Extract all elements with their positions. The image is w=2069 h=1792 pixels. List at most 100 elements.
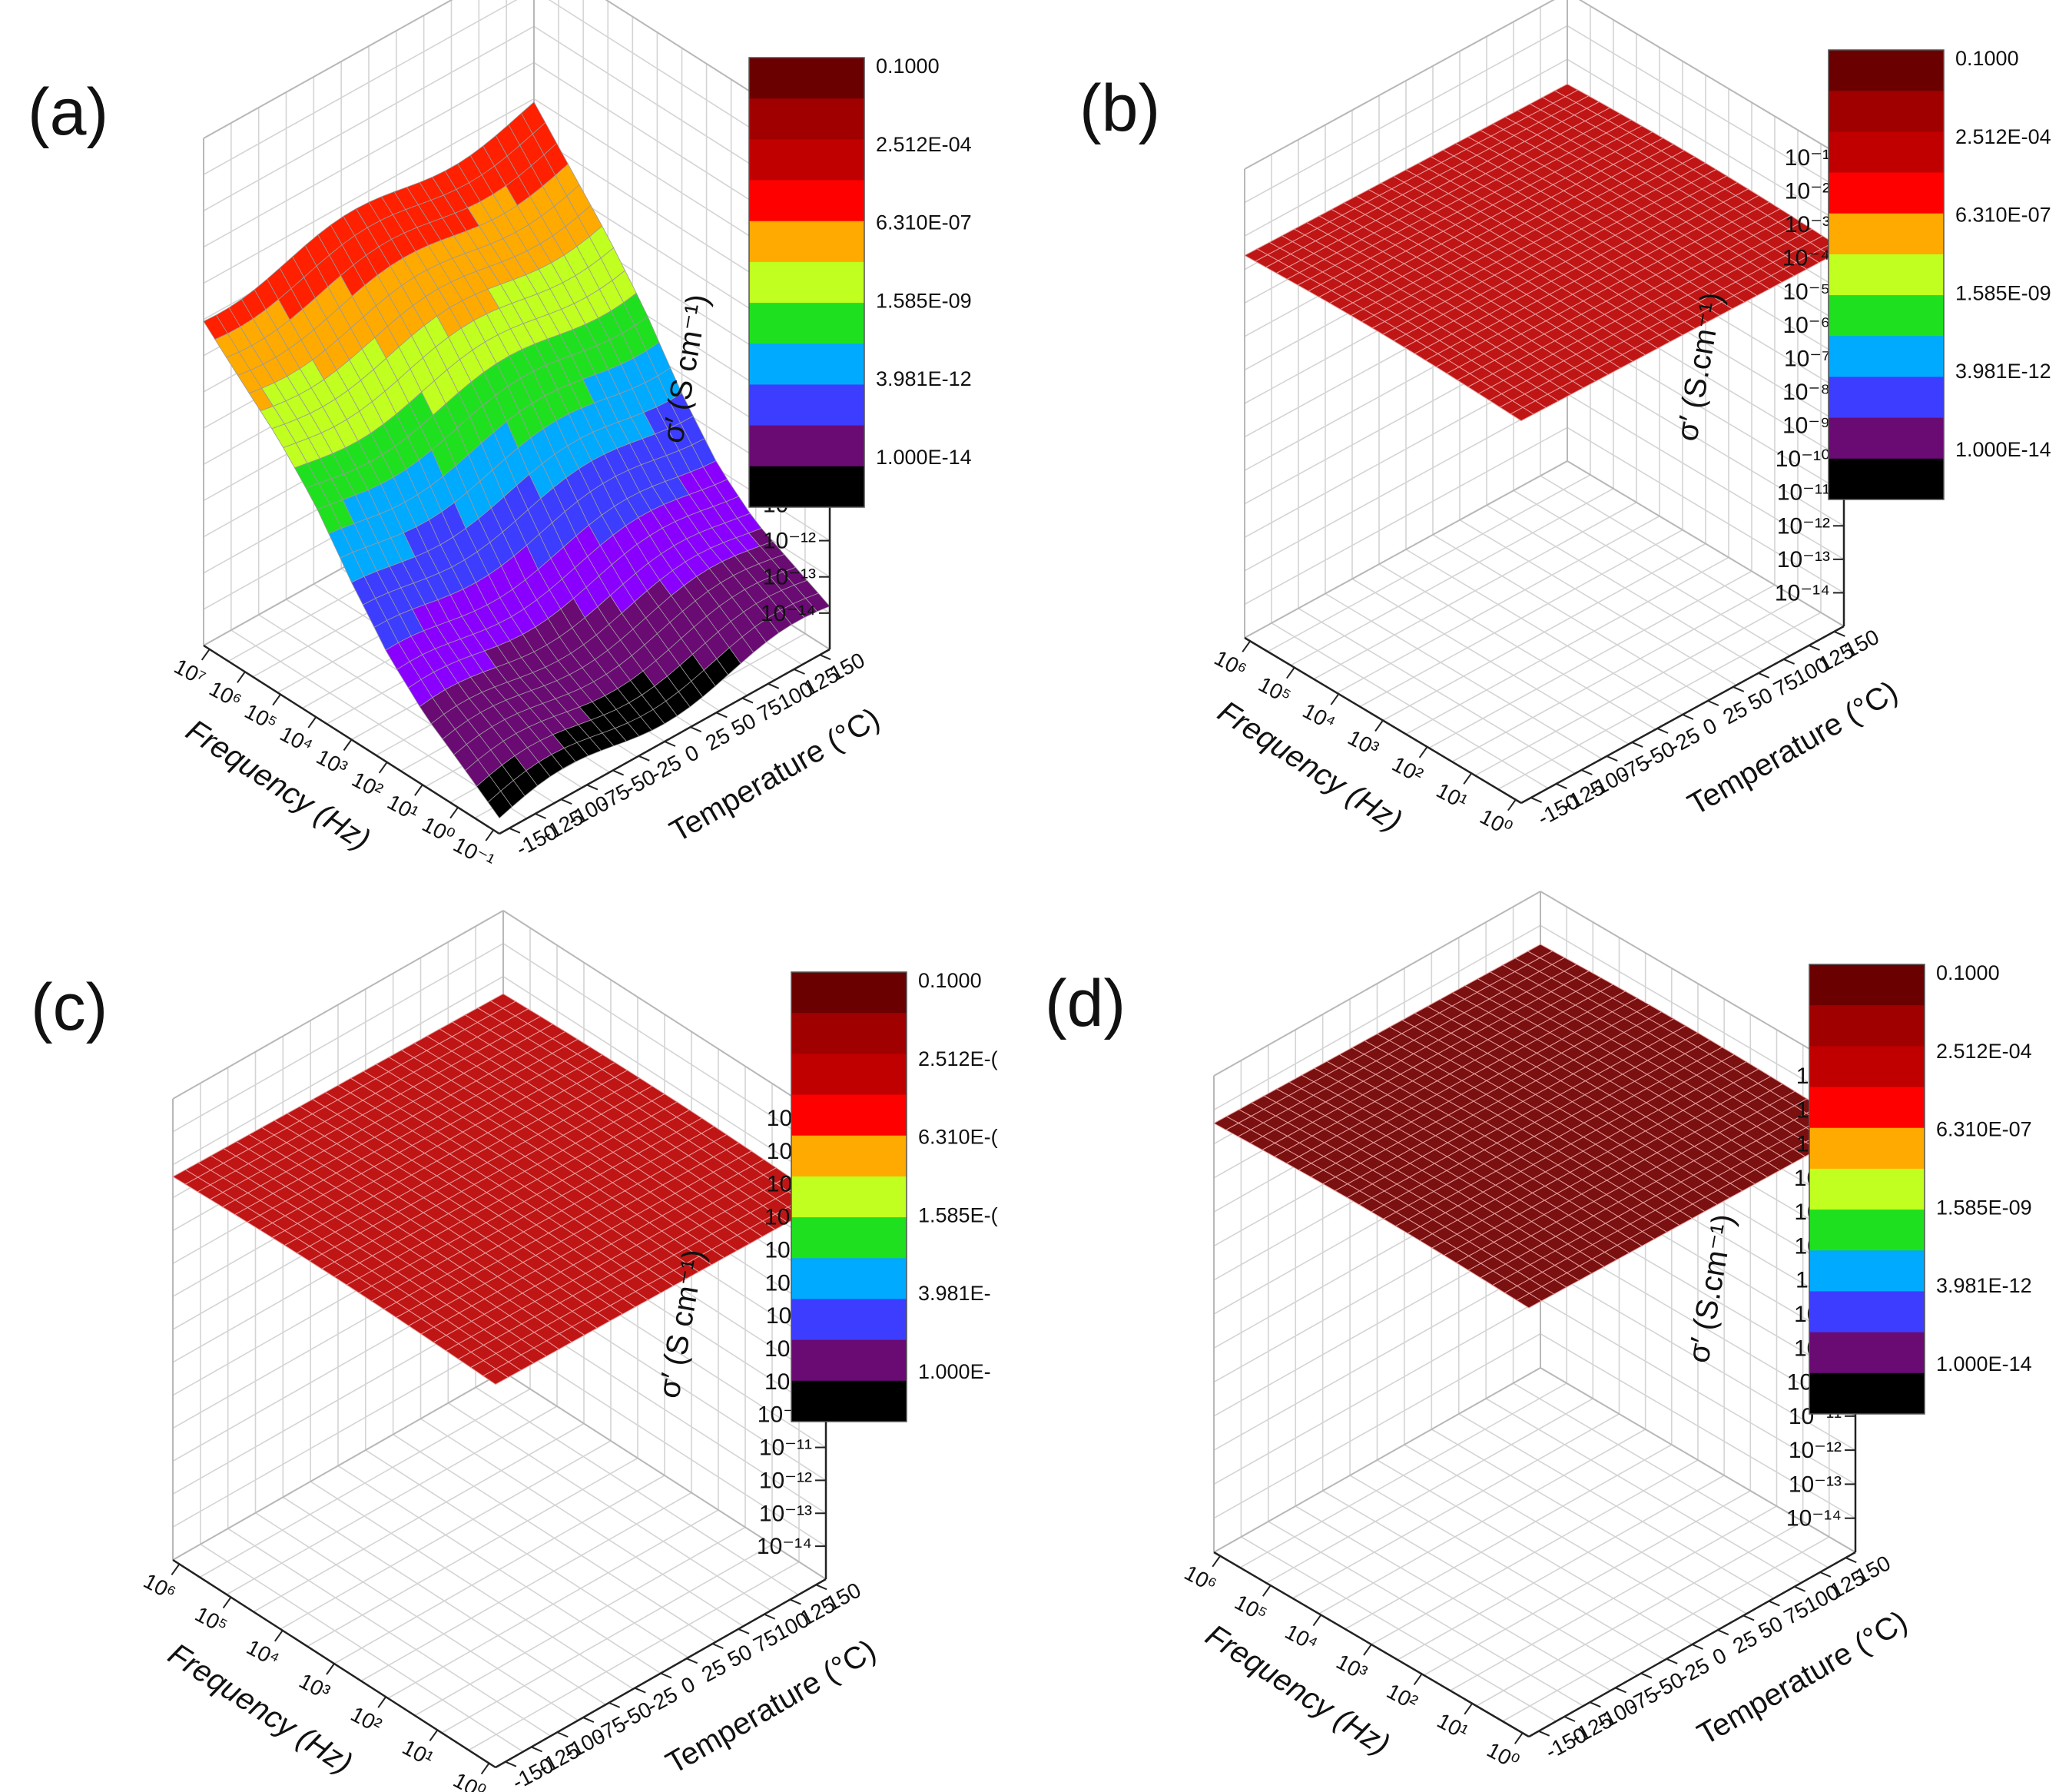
panel-a: (a)10⁻¹10⁻²10⁻³10⁻⁴10⁻⁵10⁻⁶10⁻⁷10⁻⁸10⁻⁹1… bbox=[28, 0, 972, 873]
grid-line bbox=[502, 1338, 827, 1547]
colorbar-label: 1.000E-14 bbox=[1936, 1352, 2032, 1376]
y-tick bbox=[794, 669, 805, 675]
colorbar-frame bbox=[791, 971, 907, 1422]
colorbar-label: 3.981E- bbox=[918, 1282, 991, 1305]
grid-line bbox=[447, 1402, 771, 1611]
grid-line bbox=[1431, 1429, 1747, 1614]
grid-line bbox=[172, 1338, 504, 1528]
x-tick-label: 10⁶ bbox=[140, 1568, 180, 1605]
colorbar-segment bbox=[1829, 213, 1944, 255]
y-tick bbox=[738, 1628, 750, 1634]
z-tick-label: 10⁻¹³ bbox=[763, 565, 816, 590]
z-tick-label: 10⁻¹³ bbox=[759, 1501, 812, 1526]
x-tick bbox=[272, 694, 281, 706]
axis-edge bbox=[172, 910, 504, 1100]
y-tick bbox=[1717, 1629, 1729, 1636]
grid-line bbox=[1213, 1265, 1541, 1451]
x-tick-group: 10⁶ bbox=[1211, 645, 1251, 682]
axis-edge bbox=[172, 1371, 504, 1561]
x-tick bbox=[1464, 1703, 1474, 1715]
axis-edge bbox=[1213, 891, 1541, 1077]
grid-line bbox=[1567, 58, 1845, 225]
x-tick-label: 10² bbox=[348, 767, 386, 802]
y-tick bbox=[560, 798, 572, 805]
x-tick-label: 10⁴ bbox=[243, 1635, 283, 1672]
colorbar-segment bbox=[1829, 172, 1944, 214]
colorbar-segment bbox=[1829, 336, 1944, 377]
colorbar-segment bbox=[1809, 1127, 1925, 1170]
z-axis-title-text: σ′ (S.cm⁻¹) bbox=[1682, 1212, 1741, 1366]
grid-line bbox=[1540, 1265, 1856, 1451]
grid-line bbox=[365, 1449, 689, 1658]
x-tick-label: 10⁶ bbox=[1181, 1561, 1221, 1597]
x-tick-label: 10² bbox=[1388, 752, 1427, 787]
grid-line bbox=[1485, 1398, 1802, 1584]
y-tick bbox=[1732, 686, 1745, 692]
y-tick bbox=[764, 1613, 776, 1620]
colorbar-segment bbox=[749, 425, 864, 467]
y-tick bbox=[1834, 630, 1845, 637]
x-tick bbox=[274, 1630, 283, 1642]
y-tick bbox=[1682, 714, 1694, 720]
colorbar-label: 1.585E-09 bbox=[1936, 1196, 2032, 1219]
z-tick-label: 10⁻¹³ bbox=[1777, 547, 1830, 572]
x-tick bbox=[343, 738, 353, 752]
panel-label: (b) bbox=[1079, 71, 1160, 145]
axis-edge bbox=[1540, 891, 1856, 1077]
y-tick bbox=[1819, 1571, 1832, 1578]
y-tick bbox=[1768, 1600, 1780, 1607]
z-tick-label: 10⁻¹⁴ bbox=[1775, 580, 1830, 606]
colorbar-segment bbox=[1829, 458, 1944, 500]
y-tick bbox=[582, 1717, 595, 1723]
x-tick-group: 10⁶ bbox=[205, 676, 245, 712]
z-tick-label: 10⁻⁹ bbox=[1782, 413, 1830, 439]
y-tick bbox=[535, 813, 546, 819]
colorbar-segment bbox=[791, 1258, 907, 1299]
z-tick-label: 10⁻¹² bbox=[1777, 513, 1830, 539]
colorbar-label: 3.981E-12 bbox=[876, 367, 972, 390]
grid-line bbox=[1567, 25, 1845, 192]
x-tick-label: 10⁴ bbox=[276, 722, 317, 758]
y-tick bbox=[1631, 742, 1643, 748]
colorbar-segment bbox=[1809, 1372, 1925, 1415]
x-tick-label: 10⁶ bbox=[1211, 645, 1251, 682]
colorbar-label: 0.1000 bbox=[876, 55, 940, 78]
y-tick bbox=[768, 682, 780, 689]
grid-line bbox=[172, 943, 504, 1133]
colorbar-segment bbox=[749, 466, 864, 508]
colorbar-segment bbox=[791, 1299, 907, 1341]
colorbar-label: 6.310E-07 bbox=[1936, 1118, 2032, 1141]
x-tick-label: 10⁵ bbox=[191, 1601, 231, 1638]
x-tick-group: 10² bbox=[347, 1702, 386, 1737]
x-tick-label: 10³ bbox=[1344, 725, 1382, 761]
z-tick-label: 10⁻¹⁴ bbox=[1786, 1506, 1842, 1531]
grid-line bbox=[1213, 1299, 1541, 1485]
colorbar-label: 0.1000 bbox=[1955, 47, 2019, 70]
grid-line bbox=[1244, 58, 1568, 237]
y-tick bbox=[1845, 1557, 1857, 1564]
x-tick-group: 10⁰ bbox=[419, 812, 459, 848]
x-tick-label: 10⁰ bbox=[419, 812, 459, 848]
z-tick-label: 10⁻¹⁰ bbox=[1776, 446, 1830, 472]
grid-line bbox=[1513, 489, 1791, 657]
x-tick bbox=[1463, 772, 1473, 785]
axis-edge bbox=[502, 1371, 827, 1580]
x-tick bbox=[222, 1597, 232, 1609]
grid-line bbox=[502, 943, 827, 1152]
colorbar-segment bbox=[1829, 254, 1944, 296]
x-tick-label: 10⁵ bbox=[240, 699, 280, 735]
y-tick bbox=[1656, 728, 1669, 734]
x-tick-group: 10³ bbox=[1332, 1649, 1371, 1684]
y-tick bbox=[664, 741, 676, 747]
panel-b: (b) 10⁻¹ 10⁻² 10⁻³ 10⁻⁴ 10⁻⁵ 10⁻⁶ 10⁻⁷ 10⁻⁸ 10⁻⁹ 1… bbox=[1079, 0, 2051, 841]
y-tick bbox=[505, 1760, 517, 1767]
y-tick bbox=[608, 1701, 621, 1708]
x-tick-group: 10² bbox=[348, 767, 386, 802]
colorbar-label: 0.1000 bbox=[918, 969, 982, 992]
x-tick bbox=[1374, 719, 1384, 732]
x-tick-label: 10³ bbox=[313, 745, 351, 780]
grid-line bbox=[203, 61, 535, 248]
y-tick bbox=[686, 1658, 698, 1664]
colorbar-segment bbox=[1809, 1005, 1925, 1047]
axis-edge bbox=[1540, 1367, 1856, 1553]
